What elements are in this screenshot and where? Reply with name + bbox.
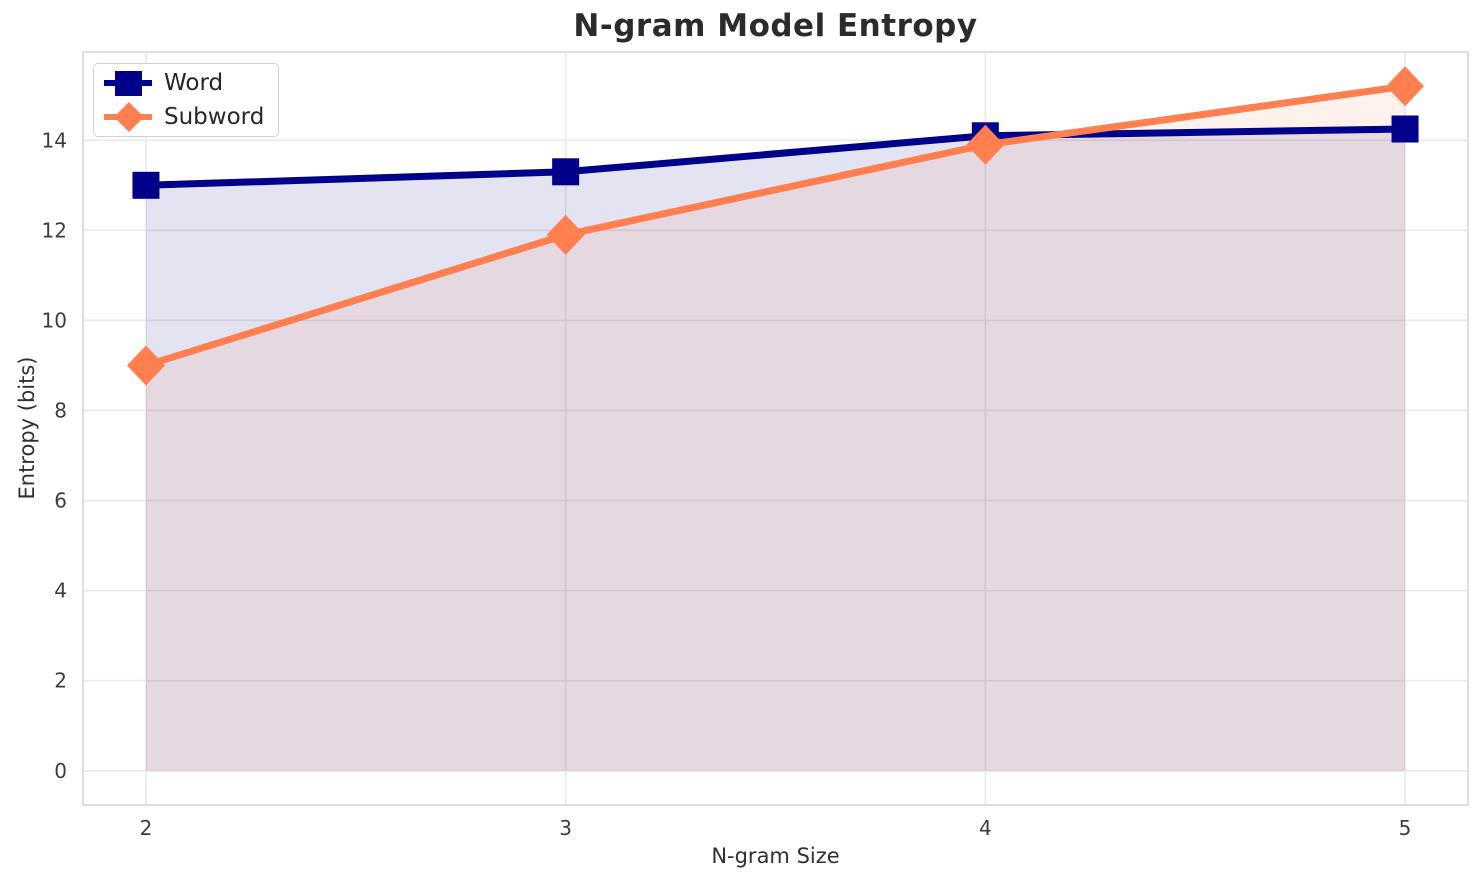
word-area [145,129,1406,771]
subword-marker [546,214,585,255]
word-marker [132,171,160,199]
x-tick-label: 3 [559,816,572,840]
y-tick-label: 6 [54,489,67,513]
chart-title: N-gram Model Entropy [573,8,978,44]
legend-label-subword: Subword [164,104,265,130]
legend: Word Subword [93,63,280,137]
subword-marker [966,124,1005,165]
subword-line [144,82,1406,369]
legend-item-word: Word [102,66,264,100]
y-tick-label: 14 [42,128,67,152]
subword-diamond-marker-icon [102,100,154,134]
y-tick-label: 12 [42,218,67,242]
subword-area [145,86,1406,771]
y-tick-label: 4 [54,579,67,603]
x-axis-label: N-gram Size [711,844,840,868]
subword-marker [126,345,165,386]
y-axis-label: Entropy (bits) [15,356,39,500]
y-tick-label: 2 [54,669,67,693]
y-tick-label: 10 [42,308,67,332]
word-marker [552,158,580,186]
plot-border [82,51,1469,806]
legend-item-subword: Subword [102,100,264,134]
x-tick-label: 2 [140,816,153,840]
y-tick-label: 8 [54,398,67,422]
word-marker [1391,115,1419,143]
word-square-marker-icon [102,66,154,100]
x-tick-label: 5 [1399,816,1412,840]
y-tick-label: 0 [54,759,67,783]
x-tick-label: 4 [979,816,992,840]
gridlines [83,52,1468,805]
subword-marker [1386,66,1425,107]
legend-label-word: Word [164,70,224,96]
word-line [145,125,1406,189]
